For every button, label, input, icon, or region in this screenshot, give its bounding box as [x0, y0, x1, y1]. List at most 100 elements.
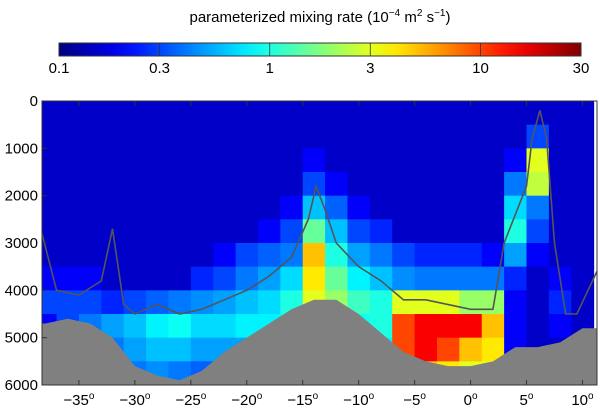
- heatmap-cell: [436, 314, 460, 339]
- heatmap-cell: [123, 243, 147, 268]
- heatmap-cell: [168, 243, 192, 268]
- heatmap-cell: [392, 266, 416, 291]
- y-tick-label: 4000: [5, 282, 38, 299]
- heatmap-cell: [459, 290, 483, 315]
- heatmap-cell: [56, 148, 80, 173]
- heatmap-cell: [436, 195, 460, 220]
- heatmap-cell: [235, 101, 259, 126]
- heatmap-cell: [548, 243, 572, 268]
- heatmap-cell: [101, 314, 125, 339]
- heatmap-cell: [123, 195, 147, 220]
- heatmap-cell: [414, 337, 438, 362]
- heatmap-cell: [190, 101, 214, 126]
- heatmap-cell: [369, 243, 393, 268]
- heatmap-cell: [302, 101, 326, 126]
- heatmap-cell: [459, 124, 483, 149]
- heatmap-cell: [190, 195, 214, 220]
- heatmap-cell: [190, 337, 214, 362]
- y-tick-label: 5000: [5, 330, 38, 347]
- heatmap-cell: [302, 219, 326, 244]
- colorbar: [58, 42, 582, 57]
- heatmap-cell: [146, 195, 169, 220]
- heatmap-cell: [481, 337, 505, 362]
- heatmap-cell: [257, 290, 281, 315]
- heatmap-cell: [436, 266, 460, 291]
- heatmap-cell: [436, 290, 460, 315]
- heatmap-cell: [571, 266, 595, 291]
- heatmap-cell: [123, 172, 147, 197]
- heatmap-cell: [42, 266, 58, 291]
- heatmap-cell: [101, 124, 125, 149]
- heatmap-cell: [302, 243, 326, 268]
- heatmap-cell: [347, 124, 371, 149]
- heatmap-cell: [548, 290, 572, 315]
- heatmap-cell: [190, 290, 214, 315]
- heatmap-cell: [280, 101, 304, 126]
- heatmap-cell: [459, 148, 483, 173]
- heatmap-cell: [213, 172, 237, 197]
- heatmap-cell: [168, 290, 192, 315]
- heatmap-cell: [325, 148, 348, 173]
- heatmap-cell: [369, 172, 393, 197]
- heatmap-cell: [504, 243, 528, 268]
- x-tick-label: −5o: [403, 391, 426, 409]
- heatmap-cell: [392, 124, 416, 149]
- heatmap-cell: [235, 290, 259, 315]
- heatmap-cell: [302, 148, 326, 173]
- heatmap-cell: [571, 124, 595, 149]
- heatmap-cell: [146, 172, 169, 197]
- heatmap-cell: [526, 172, 550, 197]
- heatmap-cell: [78, 243, 102, 268]
- heatmap-cell: [235, 266, 259, 291]
- heatmap-cell: [42, 101, 58, 126]
- heatmap-cell: [369, 290, 393, 315]
- heatmap-cell: [257, 195, 281, 220]
- heatmap-cell: [347, 266, 371, 291]
- heatmap-cell: [101, 172, 125, 197]
- heatmap-cell: [548, 172, 572, 197]
- heatmap-cell: [168, 314, 192, 339]
- heatmap-cell: [504, 124, 528, 149]
- heatmap-cell: [101, 243, 125, 268]
- heatmap-cell: [213, 148, 237, 173]
- heatmap-cell: [369, 195, 393, 220]
- x-tick-label: 0o: [464, 391, 478, 409]
- heatmap-cell: [481, 266, 505, 291]
- heatmap-cell: [42, 148, 58, 173]
- heatmap-cell: [436, 124, 460, 149]
- x-tick-label: −15o: [287, 391, 318, 409]
- heatmap-cell: [347, 148, 371, 173]
- heatmap-cell: [392, 172, 416, 197]
- x-tick-label: −10o: [343, 391, 374, 409]
- heatmap-cell: [504, 266, 528, 291]
- heatmap-cell: [123, 314, 147, 339]
- heatmap-cell: [280, 148, 304, 173]
- colorbar-title: parameterized mixing rate (10−4 m2 s−1): [190, 8, 451, 26]
- heatmap-cell: [325, 219, 348, 244]
- heatmap-cell: [571, 172, 595, 197]
- heatmap-cell: [548, 148, 572, 173]
- heatmap-cell: [414, 124, 438, 149]
- heatmap-cell: [526, 101, 550, 126]
- heatmap-cell: [481, 172, 505, 197]
- heatmap-cell: [101, 290, 125, 315]
- heatmap-cell: [146, 337, 169, 362]
- heatmap-cell: [504, 148, 528, 173]
- heatmap-cell: [347, 243, 371, 268]
- heatmap-cell: [56, 124, 80, 149]
- heatmap-cell: [280, 172, 304, 197]
- heatmap-cell: [146, 266, 169, 291]
- heatmap-cell: [123, 101, 147, 126]
- heatmap-cell: [571, 101, 595, 126]
- heatmap-cell: [235, 219, 259, 244]
- heatmap-cell: [325, 195, 348, 220]
- x-tick-label: 10o: [571, 391, 594, 409]
- heatmap-cell: [481, 148, 505, 173]
- heatmap-cell: [481, 219, 505, 244]
- heatmap-cell: [235, 172, 259, 197]
- colorbar-tick-label: 3: [366, 60, 374, 77]
- heatmap-cell: [459, 337, 483, 362]
- contour-line: [42, 110, 597, 315]
- heatmap-cell: [146, 219, 169, 244]
- heatmap-cell: [168, 337, 192, 362]
